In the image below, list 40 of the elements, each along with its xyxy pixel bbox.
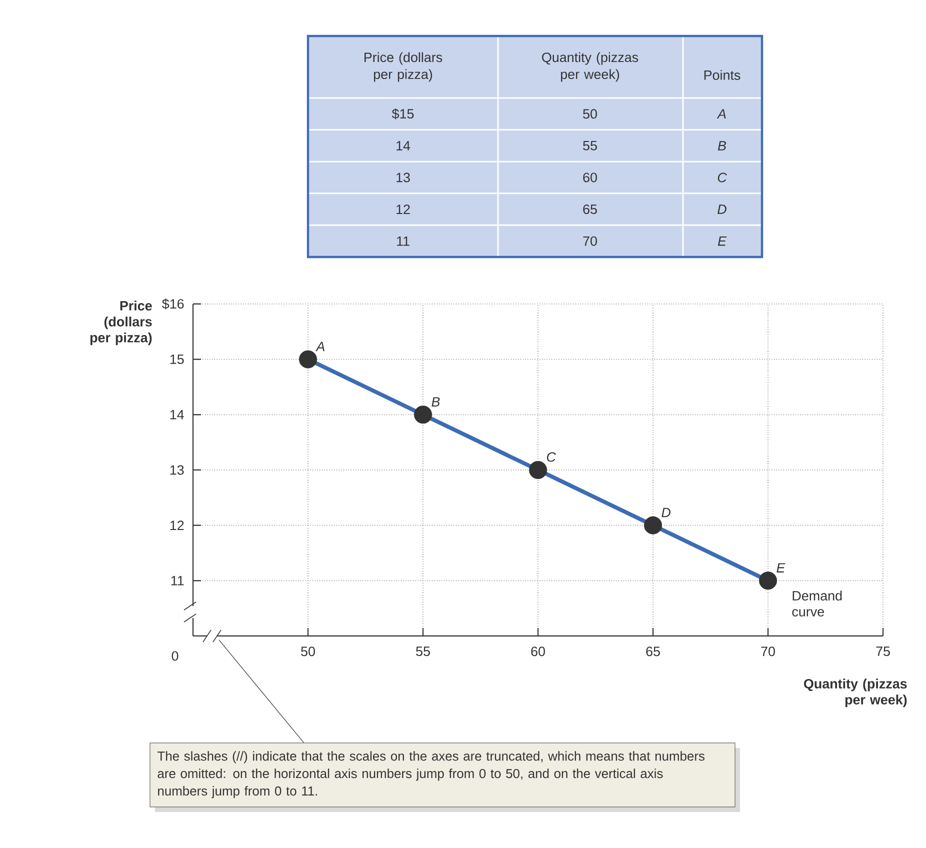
- text: E: [718, 236, 727, 246]
- y-axis-title: Price (dollars per pizza): [90, 300, 152, 346]
- text: 55: [583, 141, 597, 150]
- text: 13: [396, 172, 410, 182]
- y-tick-label: 15: [170, 354, 184, 364]
- y-tick-label: $16: [162, 298, 184, 310]
- text: 70: [583, 236, 597, 246]
- text: 65: [583, 204, 597, 214]
- y-tick-label: 12: [170, 520, 184, 530]
- text: $15: [392, 108, 414, 120]
- x-tick-label: 75: [876, 646, 890, 656]
- annotation: D: [662, 508, 670, 518]
- y-tick-label: 13: [170, 465, 184, 475]
- x-tick-label: 55: [416, 646, 430, 656]
- annotation: C: [546, 452, 556, 462]
- annotation: A: [316, 342, 324, 352]
- annotation: B: [432, 397, 440, 406]
- text: 14: [396, 141, 410, 150]
- text: D: [718, 204, 726, 214]
- text: Price (dollars per pizza): [364, 52, 442, 82]
- x-tick-label: 65: [646, 646, 660, 656]
- x-tick-label: 70: [761, 646, 775, 656]
- x-tick-label: 60: [531, 646, 545, 656]
- y-tick-label: 11: [171, 576, 184, 586]
- text: The slashes (//) indicate that the scales on the axes are truncated, which means that numbers are omitted: on the horizontal axis numbers jump from 0 to 50, and on the vertical axis numbers jump from 0 to 11.: [158, 751, 704, 798]
- text: Points: [704, 70, 740, 80]
- text: Quantity (pizzas per week): [542, 52, 638, 82]
- text: B: [718, 141, 726, 150]
- text: 60: [583, 172, 597, 182]
- x-tick-label: 50: [301, 646, 315, 656]
- text: C: [718, 172, 727, 182]
- text: 0: [172, 651, 178, 661]
- annotation: E: [776, 563, 786, 572]
- text: 50: [583, 109, 597, 119]
- text: A: [716, 109, 726, 119]
- text: 12: [396, 204, 410, 214]
- x-axis-title: Quantity (pizzas per week): [804, 678, 907, 708]
- text: 11: [397, 236, 410, 246]
- annotation: Demand curve: [792, 590, 842, 616]
- y-tick-label: 14: [170, 410, 184, 420]
